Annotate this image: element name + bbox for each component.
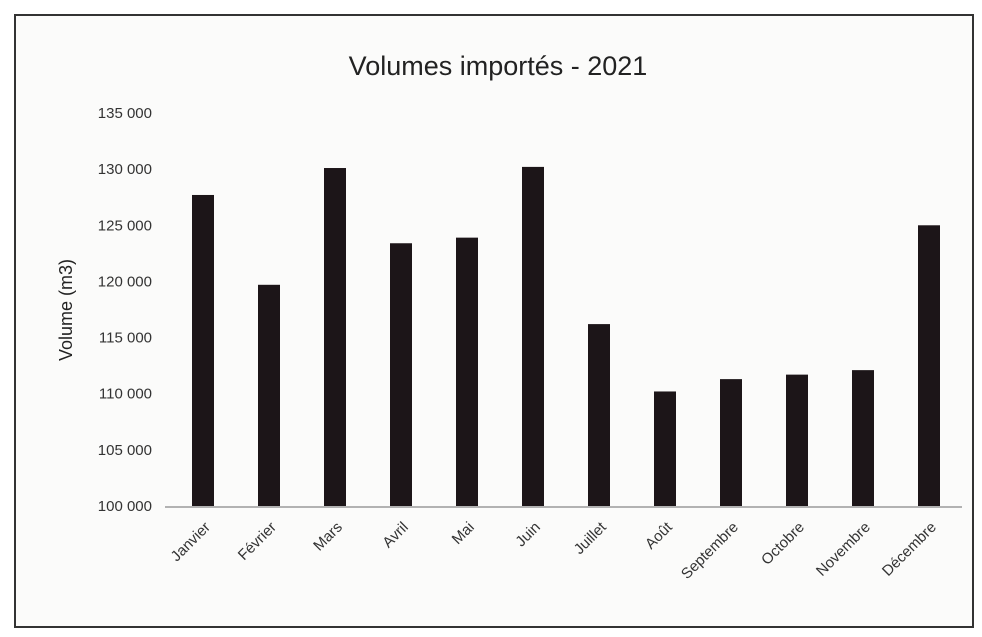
bar-novembre	[852, 370, 874, 506]
chart-title: Volumes importés - 2021	[349, 51, 648, 81]
x-tick-label: Octobre	[758, 519, 808, 569]
y-tick-label: 115 000	[99, 330, 152, 347]
bar-mars	[324, 168, 346, 506]
bar-septembre	[720, 379, 742, 506]
bar-août	[654, 391, 676, 506]
x-tick-label: Février	[235, 519, 280, 564]
x-axis-labels: Janvier Février Mars Avril Mai Juin Juillet Aoû…	[168, 518, 940, 582]
y-tick-label: 135 000	[98, 105, 152, 122]
y-axis-ticks: 100 000 105 000 110 000 115 000 120 000 125 0…	[98, 105, 152, 515]
bar-octobre	[786, 374, 808, 506]
bar-juin	[522, 166, 544, 506]
bar-avril	[390, 243, 412, 506]
x-tick-label: Novembre	[813, 519, 874, 580]
y-tick-label: 120 000	[98, 273, 152, 290]
y-axis-label: Volume (m3)	[56, 259, 76, 361]
x-tick-label: Janvier	[168, 519, 214, 565]
y-tick-label: 130 000	[98, 161, 152, 178]
y-tick-label: 125 000	[98, 217, 152, 234]
x-tick-label: Mai	[449, 519, 478, 548]
x-tick-label: Juillet	[571, 518, 611, 558]
y-tick-label: 100 000	[98, 498, 152, 515]
x-tick-label: Septembre	[678, 519, 742, 583]
x-tick-label: Juin	[512, 519, 543, 550]
bar-juillet	[588, 324, 610, 506]
y-tick-label: 105 000	[98, 442, 152, 459]
bar-mai	[456, 237, 478, 506]
x-tick-label: Août	[642, 518, 676, 552]
bar-février	[258, 284, 280, 506]
bars	[192, 166, 940, 507]
y-tick-label: 110 000	[99, 386, 152, 403]
chart-frame	[14, 14, 974, 628]
x-tick-label: Mars	[310, 519, 346, 555]
x-tick-label: Décembre	[879, 519, 940, 580]
bar-janvier	[192, 194, 214, 506]
x-tick-label: Avril	[379, 519, 411, 551]
bar-décembre	[918, 225, 940, 507]
